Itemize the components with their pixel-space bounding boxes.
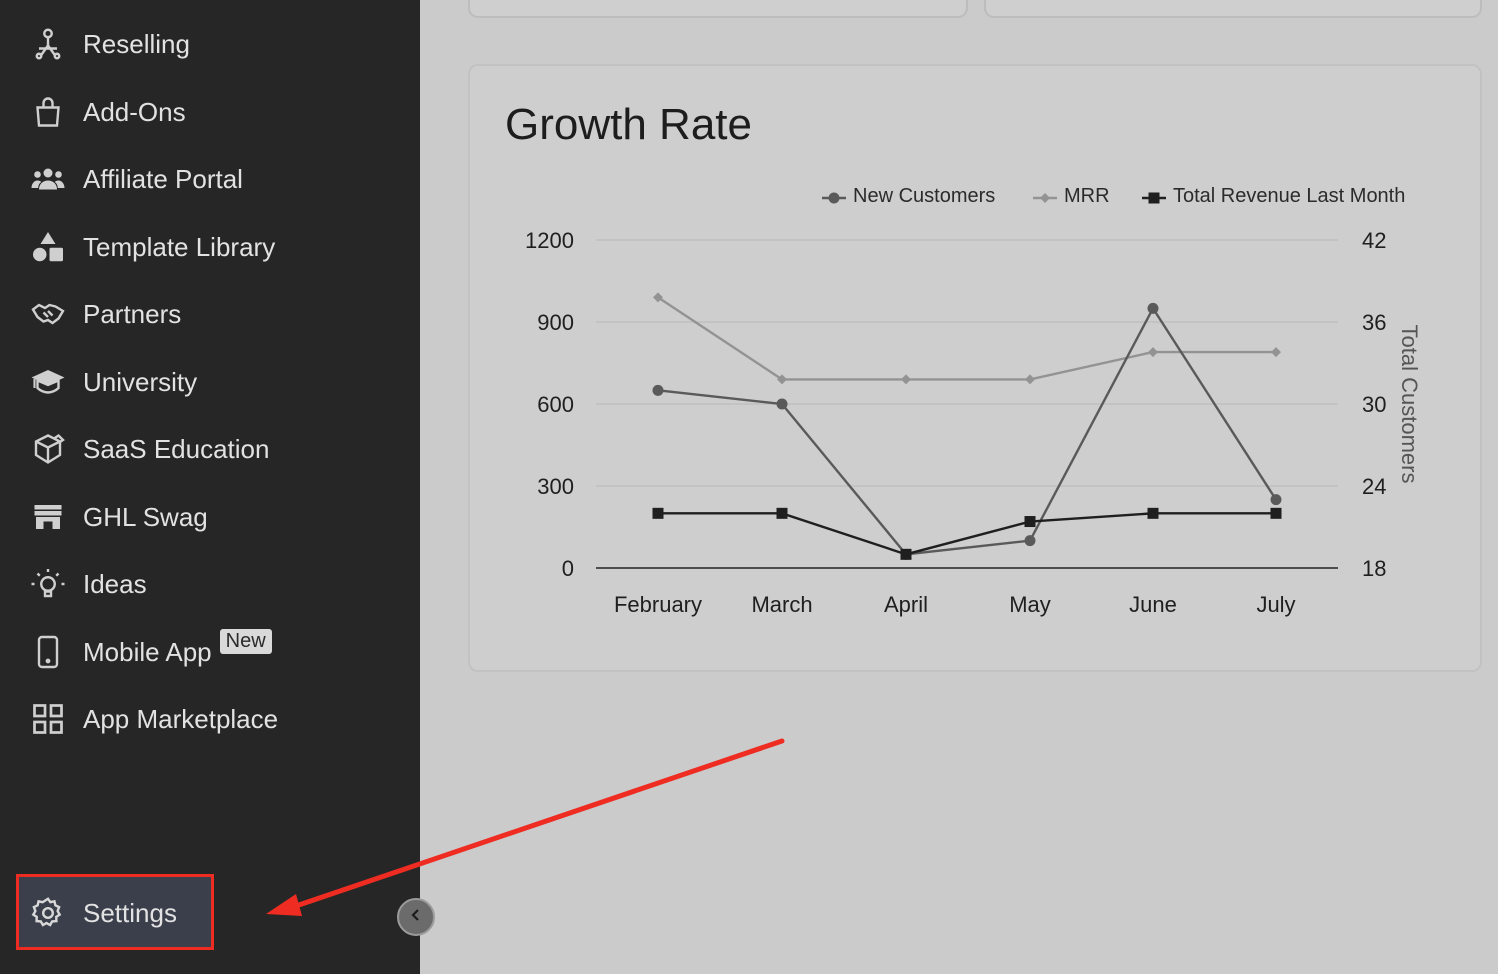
sidebar-item-template-library[interactable]: Template Library bbox=[28, 225, 275, 269]
data-point bbox=[1270, 507, 1282, 519]
data-point bbox=[652, 507, 664, 519]
sidebar-item-label: Add-Ons bbox=[83, 96, 186, 127]
data-point bbox=[1148, 347, 1158, 358]
series-line bbox=[658, 512, 1276, 556]
shopping-bag-icon bbox=[28, 92, 68, 132]
data-point bbox=[1270, 494, 1282, 506]
y-left-tick-label: 0 bbox=[562, 556, 574, 581]
data-point bbox=[1040, 193, 1050, 203]
store-icon bbox=[28, 497, 68, 537]
data-point bbox=[776, 507, 788, 519]
y-left-tick-label: 600 bbox=[537, 392, 574, 417]
sidebar-item-label: Settings bbox=[83, 897, 177, 928]
sidebar-item-ghl-swag[interactable]: GHL Swag bbox=[28, 495, 208, 539]
sidebar-item-ideas[interactable]: Ideas bbox=[28, 562, 147, 606]
x-tick-label: July bbox=[1256, 592, 1295, 617]
sidebar-item-university[interactable]: University bbox=[28, 360, 197, 404]
data-point bbox=[653, 292, 663, 303]
sidebar-item-label: University bbox=[83, 366, 198, 397]
sidebar-item-label: Affiliate Portal bbox=[83, 163, 243, 194]
x-tick-label: June bbox=[1129, 592, 1177, 617]
data-point bbox=[828, 192, 840, 204]
data-point bbox=[1271, 347, 1281, 358]
chart-grid bbox=[596, 239, 1338, 569]
y-right-tick-label: 18 bbox=[1362, 556, 1386, 581]
y-left-tick-label: 1200 bbox=[525, 228, 574, 253]
sidebar-item-add-ons[interactable]: Add-Ons bbox=[28, 90, 186, 134]
data-point bbox=[1148, 192, 1160, 204]
y-right-axis-title: Total Customers bbox=[1397, 325, 1422, 484]
handshake-icon bbox=[28, 294, 68, 334]
sidebar-item-label: GHL Swag bbox=[83, 501, 208, 532]
users-icon bbox=[28, 159, 68, 199]
y-right-tick-label: 30 bbox=[1362, 392, 1386, 417]
sidebar-item-saas-education[interactable]: SaaS Education bbox=[28, 427, 269, 471]
y-right-tick-label: 36 bbox=[1362, 310, 1386, 335]
series-line bbox=[657, 296, 1276, 381]
lightbulb-icon bbox=[28, 564, 68, 604]
gear-icon bbox=[28, 893, 68, 933]
sidebar-item-label: App Marketplace bbox=[83, 703, 279, 734]
y-left-tick-label: 300 bbox=[537, 474, 574, 499]
collapse-sidebar-button[interactable] bbox=[397, 898, 435, 936]
top-card-right bbox=[984, 0, 1482, 18]
sidebar-item-affiliate-portal[interactable]: Affiliate Portal bbox=[28, 157, 243, 201]
chevron-left-icon bbox=[408, 907, 424, 928]
data-point bbox=[900, 548, 912, 560]
reselling-icon bbox=[28, 24, 68, 64]
legend-label: MRR bbox=[1064, 185, 1110, 207]
top-card-left bbox=[468, 0, 968, 18]
growth-rate-card bbox=[468, 64, 1482, 672]
y-left-tick-label: 900 bbox=[537, 310, 574, 335]
box-icon bbox=[28, 429, 68, 469]
chart-legend: New Customers MRR Total Revenue Last Month bbox=[822, 185, 1405, 207]
sidebar-item-label: Reselling bbox=[83, 28, 190, 59]
sidebar-item-reselling[interactable]: Reselling bbox=[28, 22, 190, 66]
new-badge: New bbox=[219, 628, 272, 654]
annotation-arrow bbox=[266, 738, 785, 916]
legend-label: New Customers bbox=[853, 185, 995, 207]
data-point bbox=[776, 398, 788, 410]
sidebar-item-label: Template Library bbox=[83, 231, 276, 262]
sidebar-item-app-marketplace[interactable]: App Marketplace bbox=[28, 697, 278, 741]
sidebar-item-mobile-app[interactable]: Mobile App New bbox=[28, 628, 272, 674]
data-point bbox=[1147, 302, 1159, 314]
chart-title: Growth Rate bbox=[505, 100, 752, 149]
y-right-tick-label: 24 bbox=[1362, 474, 1386, 499]
data-point bbox=[901, 374, 911, 385]
shapes-icon bbox=[28, 227, 68, 267]
x-tick-label: March bbox=[751, 592, 812, 617]
sidebar-item-settings[interactable]: Settings bbox=[28, 891, 177, 935]
data-point bbox=[652, 384, 664, 396]
sidebar-item-label: SaaS Education bbox=[83, 433, 270, 464]
chart-series bbox=[652, 292, 1282, 560]
chart-axes: 0 300 600 900 1200 18 24 30 36 42 Total Customers F… bbox=[525, 228, 1422, 617]
sidebar-item-partners[interactable]: Partners bbox=[28, 292, 181, 336]
series-line bbox=[657, 305, 1278, 556]
x-tick-label: May bbox=[1009, 592, 1051, 617]
data-point bbox=[1025, 374, 1035, 385]
sidebar-item-label: Mobile App bbox=[83, 636, 212, 667]
data-point bbox=[1147, 507, 1159, 519]
graduation-cap-icon bbox=[28, 362, 68, 402]
sidebar-item-label: Partners bbox=[83, 298, 182, 329]
grid-icon bbox=[28, 699, 68, 739]
x-tick-label: April bbox=[884, 592, 928, 617]
data-point bbox=[1024, 535, 1036, 547]
sidebar: Reselling Add-Ons Affiliate Portal Templ… bbox=[0, 0, 420, 974]
y-right-tick-label: 42 bbox=[1362, 228, 1386, 253]
legend-label: Total Revenue Last Month bbox=[1173, 185, 1405, 207]
data-point bbox=[777, 374, 787, 385]
sidebar-item-label: Ideas bbox=[83, 568, 147, 599]
mobile-icon bbox=[28, 632, 68, 672]
x-tick-label: February bbox=[614, 592, 702, 617]
settings-highlight-box bbox=[16, 874, 214, 950]
data-point bbox=[1024, 516, 1036, 528]
